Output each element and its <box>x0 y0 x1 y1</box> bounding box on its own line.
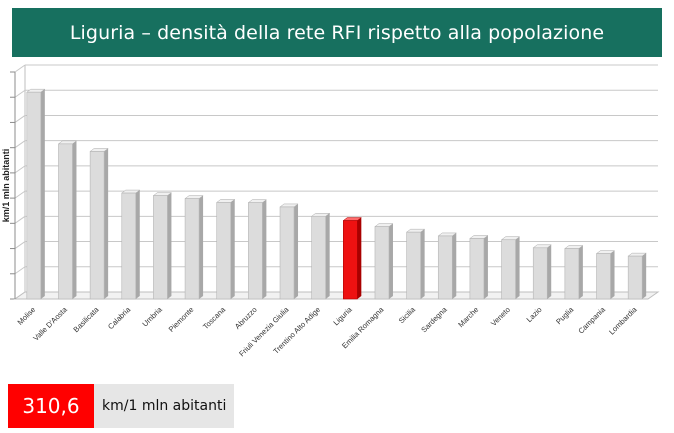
bar-side-marche <box>483 235 488 299</box>
bar-side-sicilia <box>420 229 425 299</box>
chart-floor <box>13 291 660 300</box>
bar-puglia <box>564 248 580 300</box>
chart-title-bar: Liguria – densità della rete RFI rispett… <box>12 8 662 57</box>
x-tick-label: Basilicata <box>71 304 101 334</box>
bar-side-puglia <box>578 245 583 299</box>
bar-side-lazio <box>547 244 552 299</box>
x-tick-label: Lazio <box>525 305 544 324</box>
gridline-side <box>14 89 26 98</box>
bar-piemonte <box>184 198 200 300</box>
bar-lazio <box>532 247 548 300</box>
x-tick-label: Sardegna <box>419 304 449 334</box>
gridline-side <box>14 64 26 73</box>
gridline-side <box>14 215 26 224</box>
bar-sardegna <box>437 235 453 300</box>
liguria-stat-box: 310,6 km/1 mln abitanti <box>8 384 234 428</box>
bar-marche <box>469 238 485 300</box>
bar-side-molise <box>40 89 45 299</box>
bar-side-calabria <box>135 190 140 299</box>
bar-umbria <box>153 195 168 300</box>
bar-side-sardegna <box>452 232 457 299</box>
bar-emilia-romagna <box>374 226 390 300</box>
gridline-side <box>14 165 26 174</box>
y-axis-label: km/1 mln abitanti <box>1 149 11 223</box>
x-tick-label: Calabria <box>106 304 133 331</box>
bar-side-veneto <box>515 236 520 299</box>
x-tick-label: Molise <box>16 305 38 327</box>
x-tick-label: Puglia <box>554 304 576 326</box>
x-tick-label: Lombardia <box>607 304 639 336</box>
bar-veneto <box>501 239 516 300</box>
gridline-side <box>14 241 26 249</box>
bar-sicilia <box>406 231 421 300</box>
x-tick-label: Campania <box>576 304 607 335</box>
stat-unit: km/1 mln abitanti <box>94 384 234 428</box>
x-tick-label: Abruzzo <box>233 305 259 331</box>
x-tick-label: Toscana <box>201 304 228 331</box>
bar-side-piemonte <box>199 195 204 299</box>
bar-abruzzo <box>248 202 263 300</box>
x-tick-label: Umbria <box>140 304 164 328</box>
bar-valle-d-aosta <box>58 143 73 300</box>
x-tick-label: Valle D'Aosta <box>31 304 69 342</box>
bar-molise <box>26 91 42 300</box>
bar-side-lombardia <box>642 253 647 299</box>
x-tick-label: Liguria <box>331 304 354 327</box>
x-tick-label: Marche <box>456 305 480 329</box>
gridline-side <box>14 266 26 275</box>
bar-side-abruzzo <box>262 199 267 299</box>
bar-side-umbria <box>167 192 172 299</box>
gridline-side <box>14 115 26 123</box>
bar-trentino-alto-adige <box>311 215 326 300</box>
bar-side-emilia-romagna <box>388 223 393 299</box>
bar-side-friuli-venezia-giulia <box>294 203 299 299</box>
x-tick-label: Veneto <box>489 305 512 328</box>
x-tick-label: Piemonte <box>167 305 196 334</box>
bar-friuli-venezia-giulia <box>279 206 295 300</box>
gridline-side <box>14 140 26 149</box>
bar-lombardia <box>627 255 643 300</box>
bar-toscana <box>216 202 232 300</box>
bar-campania <box>596 253 611 300</box>
bar-side-liguria <box>357 217 362 299</box>
bar-side-trentino-alto-adige <box>325 213 330 299</box>
bar-liguria <box>343 220 358 300</box>
bar-side-basilicata <box>104 148 109 299</box>
bar-basilicata <box>89 151 105 300</box>
chart-title: Liguria – densità della rete RFI rispett… <box>69 21 605 44</box>
x-tick-label: Sicilia <box>397 304 418 325</box>
bar-side-campania <box>610 250 615 299</box>
bar-side-toscana <box>230 199 235 299</box>
bar-calabria <box>121 192 137 300</box>
stat-value: 310,6 <box>8 384 94 428</box>
gridline-side <box>14 190 26 199</box>
bar-side-valle-d-aosta <box>72 140 77 299</box>
